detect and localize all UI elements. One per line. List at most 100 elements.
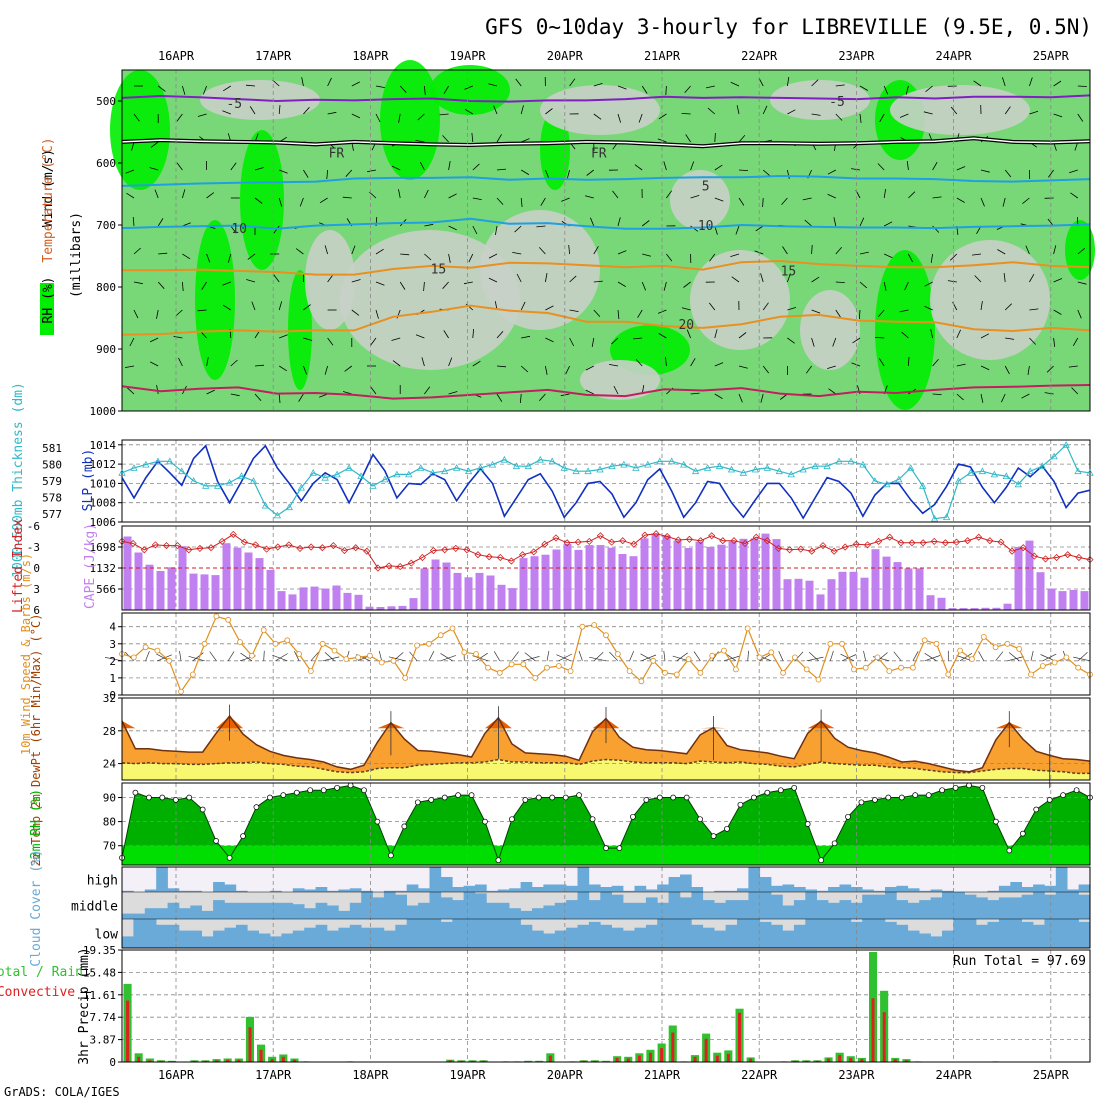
cape-bar	[871, 549, 880, 610]
cape-bar	[222, 543, 231, 610]
rh-2m-point	[509, 816, 515, 823]
wind-barb	[973, 80, 982, 87]
cloud-bar	[178, 890, 191, 893]
thickness-point	[966, 468, 975, 476]
wind-barb	[859, 217, 865, 227]
date-tick-label: 24APR	[936, 49, 973, 63]
wind-barb	[370, 337, 377, 346]
wind-barb	[666, 190, 673, 199]
wind-barb	[398, 189, 401, 199]
cloud-bar	[588, 921, 601, 948]
wind-barb	[278, 197, 283, 207]
date-tick-label: 25APR	[1033, 49, 1070, 63]
lifted-index-point	[162, 542, 171, 550]
rh-2m-point	[804, 821, 811, 827]
cloud-bar	[725, 924, 738, 948]
precip-convective-bar	[693, 1056, 697, 1062]
thickness-point	[919, 482, 927, 489]
thickness-point	[823, 462, 831, 470]
precip-tick-label: 11.61	[83, 989, 116, 1002]
pressure-tick-label: 600	[96, 157, 116, 170]
wind-speed-point	[815, 676, 822, 683]
wind-speed-point	[154, 647, 161, 654]
cape-bar	[200, 574, 209, 610]
thickness-point	[739, 468, 748, 476]
thickness-point	[130, 464, 138, 471]
wind-barb	[1048, 169, 1054, 178]
rh-2m-point	[374, 818, 381, 825]
date-tick-label: 18APR	[352, 1068, 389, 1082]
wind-barb	[714, 329, 718, 339]
wind-barb	[1068, 365, 1078, 368]
cloud-bar	[1044, 894, 1057, 919]
thickness-point	[656, 457, 664, 465]
cloud-bar	[942, 930, 954, 948]
wind-barb	[1027, 365, 1030, 375]
wind-speed-point	[402, 675, 409, 681]
wind-barb	[319, 197, 328, 204]
cape-bar	[695, 541, 704, 610]
cape-bar	[420, 568, 429, 610]
rh-2m-point	[213, 838, 219, 844]
rh-2m-point	[468, 792, 475, 798]
rh-2m-point	[401, 823, 408, 830]
cloud-bar	[554, 930, 567, 948]
cape-bar	[365, 606, 374, 610]
precip-convective-bar	[582, 1060, 586, 1062]
wind-barb	[448, 161, 451, 171]
cloud-bar	[907, 888, 920, 893]
wind-barb	[730, 81, 740, 87]
slp-tick-label: 1006	[90, 516, 117, 529]
cloud-bar	[782, 884, 795, 892]
thickness-tick-label: 579	[42, 475, 62, 488]
wind-barb	[251, 301, 256, 311]
wind-barb	[125, 365, 135, 368]
cape-bar	[145, 564, 154, 610]
cloud-bar	[691, 892, 704, 919]
wind-speed-point	[260, 627, 267, 633]
wind-barb	[899, 113, 909, 118]
wind-speed-point	[331, 647, 338, 654]
wind-barb	[1077, 85, 1087, 87]
wind-speed-point	[673, 671, 680, 678]
lifted-index-point	[964, 537, 972, 545]
wind-barb	[472, 225, 478, 235]
wind-speed-point	[650, 657, 657, 664]
precip-convective-bar	[649, 1052, 652, 1062]
cape-bar	[376, 607, 385, 610]
cloud-bar	[463, 885, 476, 893]
thickness-point	[512, 462, 521, 470]
cloud-bar	[645, 897, 658, 919]
rh-2m-point	[683, 794, 690, 801]
rh-2m-point	[428, 797, 435, 803]
rh-region	[480, 210, 600, 330]
wind-speed-point	[449, 625, 456, 632]
wind-barb	[351, 309, 360, 316]
rh-2m-point	[226, 854, 233, 861]
wind-barb	[536, 225, 546, 228]
cloud-bar	[122, 936, 134, 948]
wind-speed-point	[1051, 659, 1058, 666]
cloud-bar	[190, 905, 202, 919]
wind-barb	[273, 274, 280, 283]
wind-barb	[1053, 245, 1057, 255]
wind-barb	[126, 192, 135, 199]
wind-barb	[923, 111, 933, 115]
cloud-bar	[213, 882, 225, 892]
wind-barb	[690, 195, 700, 199]
cloud-bar	[213, 900, 225, 919]
date-tick-label: 21APR	[644, 1068, 681, 1082]
cloud-bar	[896, 924, 909, 948]
rh-2m-point	[280, 792, 287, 798]
wind-barb	[629, 650, 635, 661]
wind-barb	[859, 281, 868, 289]
rh-2m-point	[979, 784, 986, 791]
wind-barb	[272, 79, 280, 87]
wind-barb	[714, 132, 716, 143]
wind-barb	[391, 337, 401, 341]
cloud-bar	[1067, 889, 1079, 892]
wind-barb	[464, 85, 473, 90]
wind-barb	[609, 651, 619, 662]
cape-bar	[772, 539, 781, 610]
wind-barb	[1029, 337, 1036, 345]
